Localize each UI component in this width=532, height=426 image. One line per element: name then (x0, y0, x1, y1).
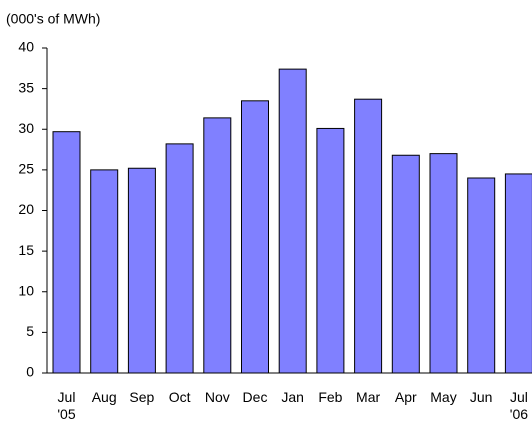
x-tick-label: Nov (204, 389, 230, 405)
x-tick-label: Dec (242, 389, 268, 405)
x-tick-label: Feb (318, 389, 343, 405)
bar (52, 131, 81, 374)
bar (241, 100, 269, 374)
bar (90, 169, 119, 374)
x-tick-label: Jul '06 (509, 389, 529, 422)
y-tick-label: 20 (18, 201, 34, 217)
y-tick-label: 35 (18, 79, 34, 95)
y-axis-label: (000's of MWh) (6, 11, 100, 27)
bar (203, 117, 232, 374)
x-tick-label: Sep (129, 389, 155, 405)
y-tick-label: 10 (18, 282, 34, 298)
bar (316, 127, 345, 374)
x-tick-label: Oct (168, 389, 191, 405)
bar (354, 98, 383, 374)
bar (504, 173, 532, 374)
y-tick-label: 0 (26, 364, 34, 380)
y-tick-label: 30 (18, 120, 34, 136)
y-tick-label: 25 (18, 161, 34, 177)
x-tick-label: Aug (91, 389, 117, 405)
bar (467, 177, 496, 374)
x-tick-label: Apr (394, 389, 417, 405)
bar (429, 153, 458, 374)
bar (391, 154, 420, 374)
bar (278, 68, 307, 374)
y-tick-label: 15 (18, 242, 34, 258)
y-tick-label: 40 (18, 39, 34, 55)
x-tick-label: Mar (356, 389, 381, 405)
x-tick-label: May (430, 389, 457, 405)
bar (127, 167, 156, 374)
x-tick-label: Jun (469, 389, 493, 405)
bar (165, 143, 194, 374)
y-tick-label: 5 (26, 323, 34, 339)
x-tick-label: Jul '05 (57, 389, 76, 422)
x-tick-label: Jan (281, 389, 304, 405)
